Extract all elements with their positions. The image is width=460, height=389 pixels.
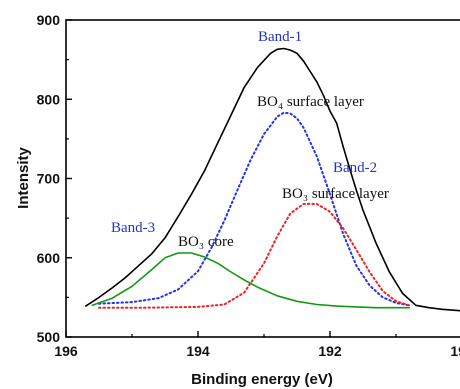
series-band-1 — [98, 111, 411, 307]
ticks-layer: 196 194 192 190 500 600 700 800 900 — [37, 12, 460, 359]
x-tick-label: 194 — [186, 343, 210, 359]
x-tick-label: 192 — [318, 343, 342, 359]
y-axis-title: Intensity — [15, 147, 32, 209]
y-tick-label: 900 — [37, 12, 61, 28]
y-tick-label: 500 — [37, 329, 61, 345]
annotation-band-1: Band-1 — [258, 29, 302, 45]
y-tick-label: 600 — [37, 250, 61, 266]
annotation-bo4-surface-layer: BO₄ surface layer — [257, 94, 364, 110]
series-layer — [85, 47, 460, 312]
series-band-2 — [98, 202, 411, 309]
annotation-bo3-core: BO₃ core — [178, 234, 234, 250]
annotation-band-3: Band-3 — [111, 220, 155, 236]
series-measured-envelope — [85, 47, 460, 312]
x-tick-label: 190 — [450, 343, 460, 359]
y-tick-label: 700 — [37, 171, 61, 187]
x-tick-label: 196 — [54, 343, 78, 359]
annotation-band-2: Band-2 — [333, 160, 377, 176]
y-tick-label: 800 — [37, 91, 61, 107]
series-band-3 — [91, 252, 411, 309]
x-axis-title: Binding energy (eV) — [191, 371, 333, 388]
annotation-bo3-surface-layer: BO₃ surface layer — [282, 186, 389, 202]
